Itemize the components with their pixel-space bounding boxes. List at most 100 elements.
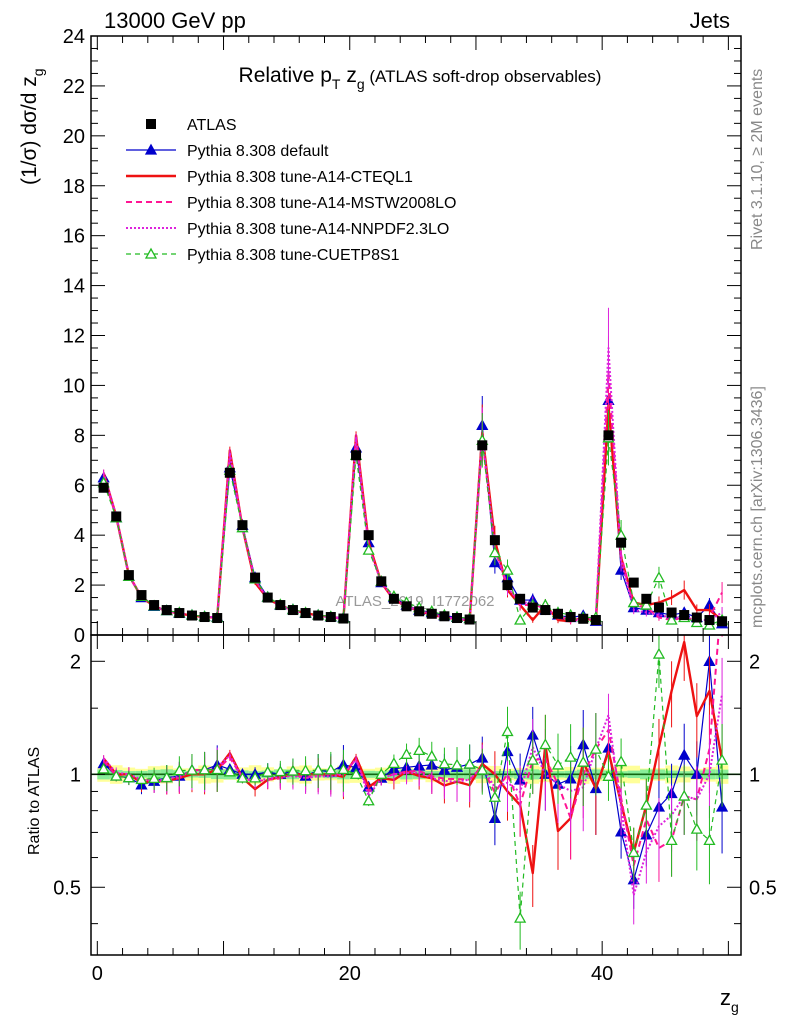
x-axis-label: zg [720, 985, 739, 1015]
ratio-point-cuetp [577, 755, 590, 767]
legend-item-cteql1: Pythia 8.308 tune-A14-CTEQL1 [126, 169, 413, 186]
ratio-tick-label-right: 0.5 [749, 877, 777, 899]
ratio-point-cuetp [564, 750, 577, 762]
data-point-atlas [98, 482, 109, 493]
ratio-point-cuetp [463, 757, 476, 769]
y-tick-label: 24 [63, 26, 85, 48]
y-tick-label: 0 [74, 625, 85, 647]
data-point-atlas [275, 600, 286, 611]
y-tick-label: 16 [63, 226, 85, 248]
ratio-point-cuetp [652, 647, 666, 659]
ratio-point-cuetp [337, 763, 350, 775]
data-point-atlas [363, 530, 374, 541]
y-tick-label: 8 [74, 425, 85, 447]
ratio-point-cuetp [148, 772, 161, 784]
ratio-point-default [678, 748, 691, 760]
ratio-point-cuetp [501, 725, 514, 737]
data-point-atlas [111, 511, 122, 522]
y-label-main-text: (1/σ) dσ/d z [18, 76, 41, 185]
series-atlas [98, 430, 728, 627]
data-point-atlas [237, 520, 248, 531]
ratio-point-cuetp [362, 794, 375, 806]
data-point-atlas [540, 605, 551, 616]
ratio-point-cuetp [640, 798, 653, 810]
data-point-atlas [149, 600, 160, 611]
data-point-atlas [123, 570, 134, 581]
ratio-point-cuetp [387, 757, 401, 769]
ratio-plot-series [97, 635, 729, 950]
plot-title: Relative pT zg (ATLAS soft-drop observab… [239, 64, 602, 92]
legend-marker-open-triangle [144, 247, 158, 259]
title-sub-t: T [332, 76, 341, 92]
ratio-point-cuetp [665, 834, 678, 846]
ratio-plot-frame [90, 634, 742, 956]
data-point-atlas [388, 593, 399, 604]
title-main: Relative p [239, 64, 332, 87]
data-point-cuetp [640, 598, 653, 610]
data-point-atlas [224, 467, 235, 478]
data-point-atlas [502, 580, 513, 591]
data-point-atlas [262, 592, 273, 603]
ratio-point-cuetp [526, 753, 539, 765]
data-point-atlas [300, 608, 311, 619]
data-point-atlas [174, 608, 185, 619]
ratio-point-cuetp [110, 769, 123, 781]
ratio-point-cuetp [539, 738, 552, 750]
legend-item-atlas: ATLAS [146, 117, 237, 134]
ratio-line-mstw [102, 635, 720, 867]
data-point-atlas [578, 613, 589, 624]
data-point-atlas [717, 616, 728, 627]
ratio-point-cuetp [400, 747, 413, 759]
ratio-point-cuetp [703, 834, 716, 846]
ratio-point-cuetp [715, 753, 729, 765]
ratio-point-cuetp [614, 755, 628, 767]
x-label-sub: g [731, 999, 739, 1015]
data-point-cuetp [488, 546, 501, 558]
legend-item-cuetp: Pythia 8.308 tune-CUETP8S1 [126, 247, 400, 264]
data-point-atlas [325, 612, 336, 623]
y-tick-label: 6 [74, 475, 85, 497]
legend-marker-triangle [144, 143, 158, 155]
data-point-atlas [250, 572, 261, 583]
x-tick-label: 0 [92, 963, 103, 985]
data-point-atlas [287, 605, 298, 616]
title-mid: z [340, 64, 356, 87]
data-point-atlas [136, 590, 147, 601]
data-point-atlas [616, 537, 627, 548]
rivet-version-label: Rivet 3.1.10, ≥ 2M events [749, 69, 766, 250]
y-tick-label: 20 [63, 126, 85, 148]
ratio-point-cuetp [286, 764, 300, 776]
data-point-atlas [653, 602, 664, 613]
ratio-point-cuetp [514, 911, 527, 923]
ratio-point-cuetp [690, 822, 703, 834]
data-point-atlas [338, 613, 349, 624]
title-rest: (ATLAS soft-drop observables) [365, 67, 602, 86]
y-tick-label: 22 [63, 76, 85, 98]
data-point-atlas [401, 601, 412, 612]
data-point-atlas [452, 613, 463, 624]
analysis-watermark: ATLAS_2019_I1772062 [335, 593, 494, 610]
data-point-atlas [439, 611, 450, 622]
main-plot-series [97, 307, 729, 630]
ratio-point-cuetp [223, 765, 236, 777]
ratio-point-cuetp [589, 742, 602, 754]
y-tick-label: 14 [63, 276, 85, 298]
ratio-point-cuetp [198, 763, 211, 775]
ratio-tick-label: 0.5 [53, 877, 81, 899]
data-point-cuetp [362, 543, 375, 555]
data-point-atlas [679, 610, 690, 621]
ratio-point-cuetp [450, 758, 464, 770]
x-tick-label: 20 [339, 963, 361, 985]
data-point-atlas [515, 593, 526, 604]
data-point-atlas [603, 430, 614, 441]
data-point-atlas [489, 535, 500, 546]
data-point-atlas [464, 614, 475, 625]
ratio-point-cuetp [488, 790, 501, 802]
ratio-point-cuetp [135, 773, 148, 785]
data-point-cuetp [665, 613, 678, 625]
ratio-point-cuetp [211, 763, 224, 775]
data-point-atlas [691, 612, 702, 623]
ratio-line-nnpdf [102, 693, 724, 897]
ratio-point-cuetp [476, 763, 489, 775]
